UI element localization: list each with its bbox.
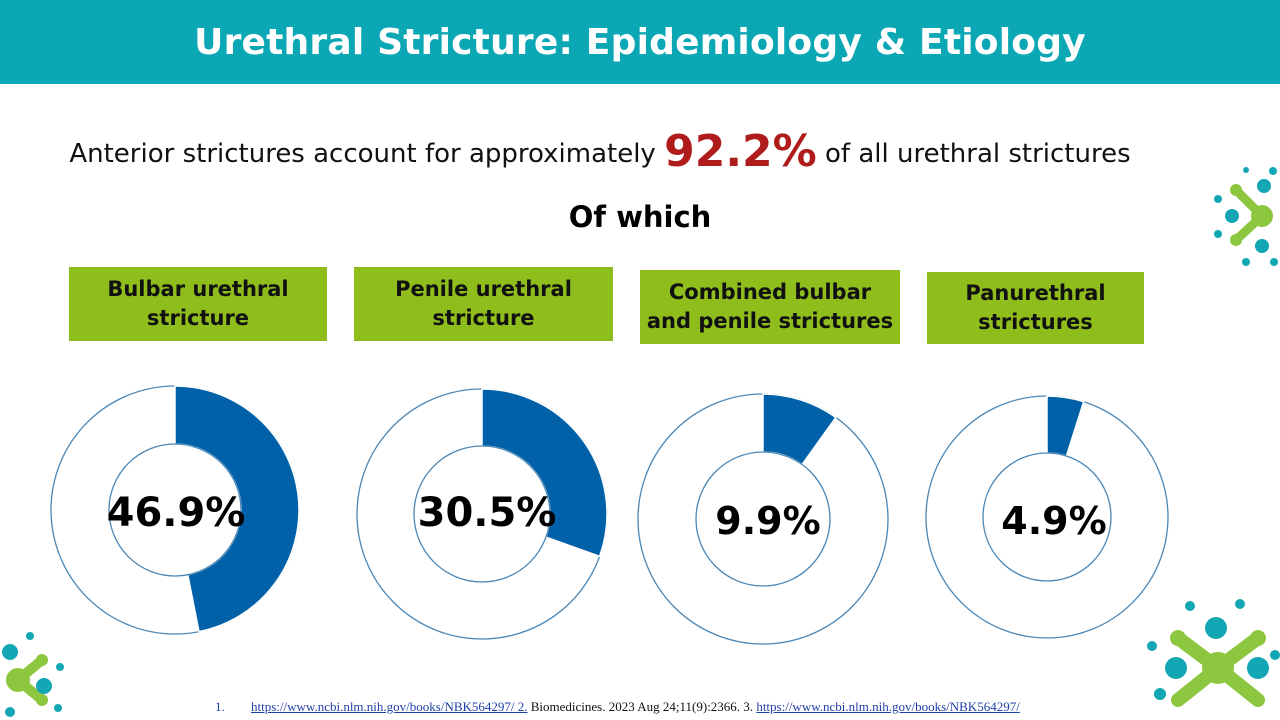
donut-value-label: 9.9% [715,499,821,543]
category-label-bulbar: Bulbar urethral stricture [69,267,327,341]
subhead: Of which [568,200,712,234]
category-label-penile: Penile urethral stricture [354,267,613,341]
reference-number-2[interactable]: 2. [514,699,528,714]
references: 1. https://www.ncbi.nlm.nih.gov/books/NBK… [215,699,1020,715]
title-bar: Urethral Stricture: Epidemiology & Etiol… [0,0,1280,84]
headline: Anterior strictures account for approxim… [0,126,1200,177]
slide-title: Urethral Stricture: Epidemiology & Etiol… [194,21,1086,63]
reference-text-2: Biomedicines. 2023 Aug 24;11(9):2366. 3. [527,699,757,714]
headline-prefix: Anterior strictures account for approxim… [69,139,656,169]
donut-hole [982,452,1112,582]
donut-hole [413,445,551,583]
headline-suffix: of all urethral strictures [825,139,1131,169]
donut-hole [695,451,831,587]
reference-number: 1. [215,699,225,714]
category-label-combined: Combined bulbar and penile strictures [640,270,900,344]
headline-highlight: 92.2% [664,126,817,177]
category-label-panurethral: Panurethral strictures [927,272,1144,344]
donut-hole [108,443,242,577]
donut-value-label: 4.9% [1001,499,1107,543]
reference-link-3[interactable]: https://www.ncbi.nlm.nih.gov/books/NBK56… [756,699,1020,714]
donut-value-label: 46.9% [106,490,246,536]
donut-value-label: 30.5% [417,490,557,536]
reference-link-1[interactable]: https://www.ncbi.nlm.nih.gov/books/NBK56… [251,699,515,714]
